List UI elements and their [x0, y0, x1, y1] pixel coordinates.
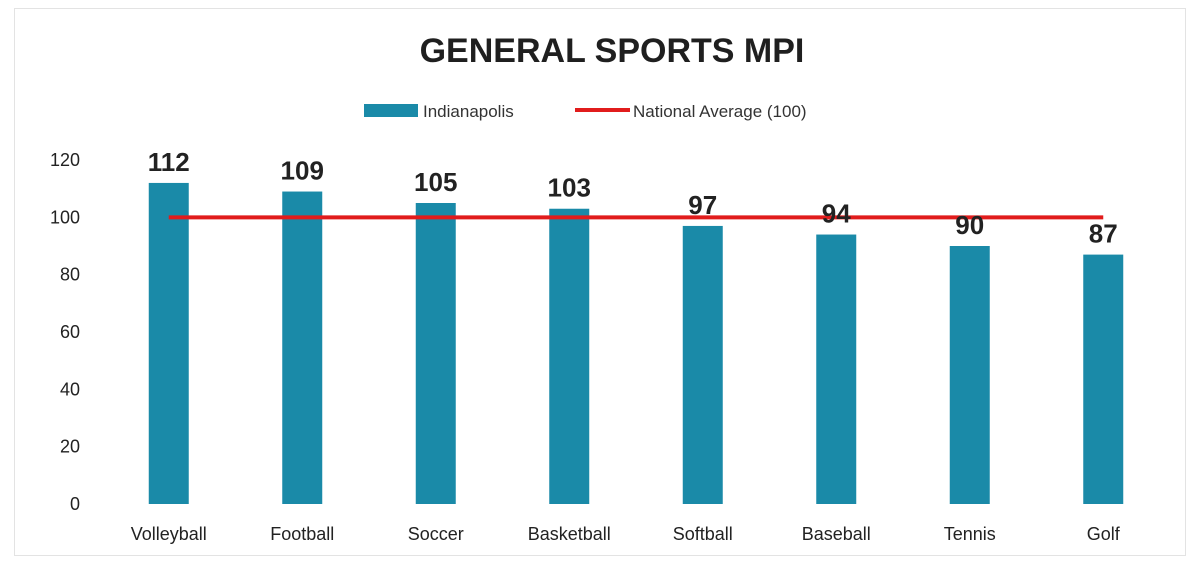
- data-label: 112: [148, 147, 190, 177]
- bar-basketball: [549, 208, 590, 504]
- bar-baseball: [816, 234, 857, 505]
- data-label: 103: [548, 173, 591, 203]
- data-label: 94: [822, 199, 851, 229]
- x-tick-label: Basketball: [528, 524, 611, 544]
- data-label: 97: [688, 190, 717, 220]
- x-tick-label: Football: [270, 524, 334, 544]
- y-tick-label: 0: [70, 494, 80, 514]
- legend-swatch-indianapolis: [364, 104, 418, 117]
- y-tick-label: 20: [60, 437, 80, 457]
- x-tick-label: Tennis: [944, 524, 996, 544]
- data-label: 109: [281, 156, 324, 186]
- chart-title: GENERAL SPORTS MPI: [420, 32, 805, 70]
- bar-volleyball: [148, 182, 189, 504]
- data-label: 90: [955, 210, 984, 240]
- y-tick-label: 100: [50, 207, 80, 227]
- x-tick-label: Soccer: [408, 524, 464, 544]
- x-tick-label: Baseball: [802, 524, 871, 544]
- x-tick-label: Volleyball: [131, 524, 207, 544]
- y-tick-label: 40: [60, 379, 80, 399]
- bar-golf: [1083, 254, 1124, 504]
- legend: Indianapolis National Average (100): [364, 102, 807, 121]
- x-tick-label: Golf: [1087, 524, 1121, 544]
- y-axis: 0 20 40 60 80 100 120: [50, 150, 80, 514]
- bar-tennis: [949, 246, 990, 504]
- bar-softball: [682, 225, 723, 504]
- y-tick-label: 80: [60, 265, 80, 285]
- x-tick-label: Softball: [673, 524, 733, 544]
- y-tick-label: 120: [50, 150, 80, 170]
- data-label: 105: [414, 167, 457, 197]
- legend-label-national-average: National Average (100): [633, 102, 807, 121]
- x-axis: Volleyball Football Soccer Basketball Softba…: [131, 524, 1121, 544]
- legend-label-indianapolis: Indianapolis: [423, 102, 514, 121]
- bars: [148, 182, 1124, 505]
- bar-soccer: [415, 203, 456, 504]
- bar-football: [282, 191, 323, 505]
- y-tick-label: 60: [60, 322, 80, 342]
- chart-frame: [14, 8, 1186, 556]
- data-labels: 112 109 105 103 97 94 90 87: [148, 147, 1118, 249]
- data-label: 87: [1089, 219, 1118, 249]
